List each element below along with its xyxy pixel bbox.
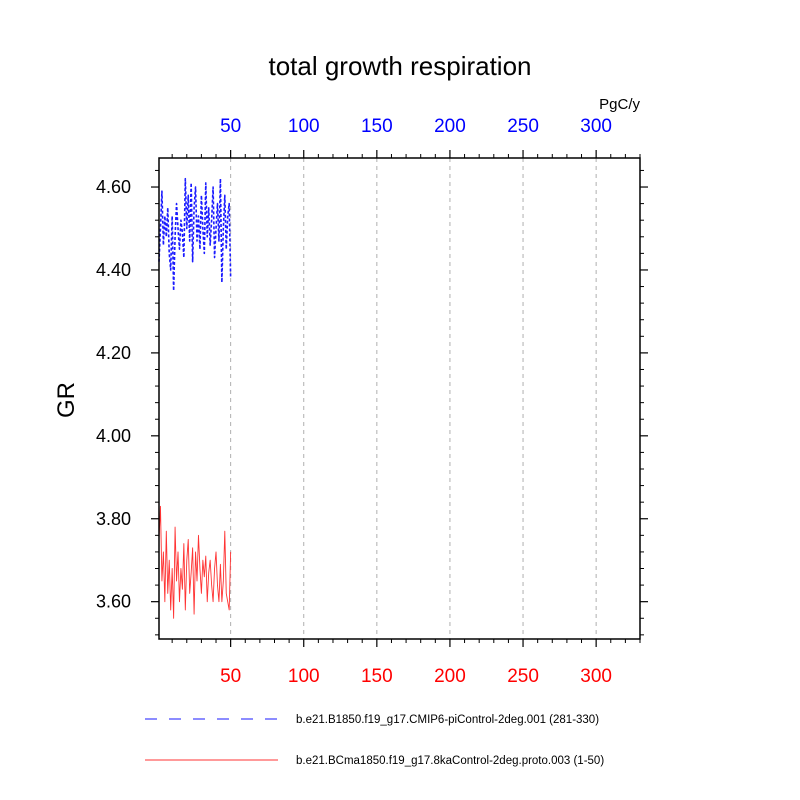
x-tick-label-top: 250	[507, 116, 539, 137]
x-tick-label-bottom: 50	[220, 666, 241, 687]
x-tick-label-bottom: 300	[580, 666, 612, 687]
x-tick-label-bottom: 150	[361, 666, 393, 687]
legend-label-series-2: b.e21.BCma1850.f19_g17.8kaControl-2deg.p…	[296, 755, 604, 767]
x-tick-label-top: 150	[361, 116, 393, 137]
x-tick-label-top: 100	[288, 116, 320, 137]
series-line-2	[158, 505, 232, 619]
x-tick-label-top: 50	[220, 116, 241, 137]
y-tick-label: 3.80	[96, 509, 131, 529]
y-tick-labels: 3.60 3.80 4.00 4.20 4.40 4.60	[96, 177, 131, 612]
y-tick-label: 4.40	[96, 260, 131, 280]
x-tick-label-bottom: 200	[434, 666, 466, 687]
y-tick-label: 4.20	[96, 343, 131, 363]
x-tick-label-top: 300	[580, 116, 612, 137]
grid-lines	[230, 158, 597, 639]
x-tick-labels-bottom: 50 100 150 200 250 300	[220, 666, 612, 687]
chart-title: total growth respiration	[268, 51, 531, 81]
series-line-1	[158, 177, 232, 292]
x-tick-labels-top: 50 100 150 200 250 300	[220, 116, 612, 137]
y-tick-label: 4.00	[96, 426, 131, 446]
series-layer	[158, 177, 232, 619]
x-tick-label-bottom: 100	[288, 666, 320, 687]
y-axis-label: GR	[53, 382, 80, 418]
units-label: PgC/y	[599, 96, 640, 113]
x-tick-label-top: 200	[434, 116, 466, 137]
y-tick-label: 3.60	[96, 592, 131, 612]
y-tick-label: 4.60	[96, 177, 131, 197]
x-tick-label-bottom: 250	[507, 666, 539, 687]
legend: b.e21.B1850.f19_g17.CMIP6-piControl-2deg…	[145, 714, 604, 767]
legend-label-series-1: b.e21.B1850.f19_g17.CMIP6-piControl-2deg…	[296, 714, 599, 726]
plot-frame	[158, 157, 641, 640]
